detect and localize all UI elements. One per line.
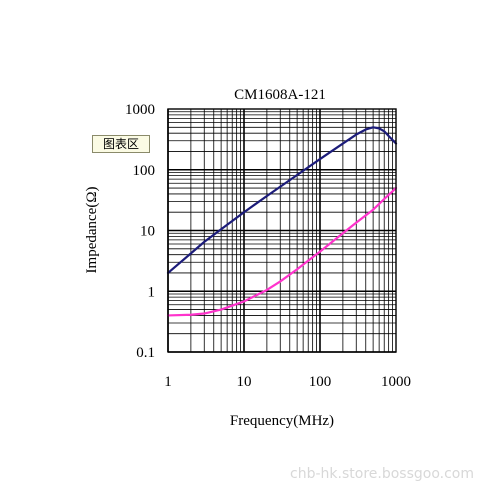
chart-area-tooltip-button[interactable]: 图表区: [92, 135, 150, 153]
watermark: chb-hk.store.bossgoo.com: [290, 466, 474, 482]
y-tick-label: 100: [133, 163, 156, 179]
series-line-2: [166, 186, 398, 317]
series-line-1: [166, 126, 398, 275]
y-axis-label: Impedance(Ω): [84, 187, 100, 274]
x-tick-labels: 1 10 100 1000: [164, 374, 411, 390]
x-tick-label: 10: [237, 374, 252, 390]
plot-frame: [167, 108, 397, 353]
y-tick-label: 1: [148, 284, 156, 300]
chart-title: CM1608A-121: [234, 87, 326, 103]
x-tick-label: 1: [164, 374, 172, 390]
y-tick-label: 0.1: [136, 345, 155, 361]
x-tick-label: 100: [309, 374, 332, 390]
y-tick-labels: 1000 100 10 1 0.1: [125, 102, 155, 361]
series-group: [166, 126, 398, 317]
x-tick-label: 1000: [381, 374, 411, 390]
y-tick-label: 1000: [125, 102, 155, 118]
grid: [167, 109, 396, 353]
y-tick-label: 10: [140, 224, 155, 240]
x-axis-label: Frequency(MHz): [230, 413, 334, 429]
